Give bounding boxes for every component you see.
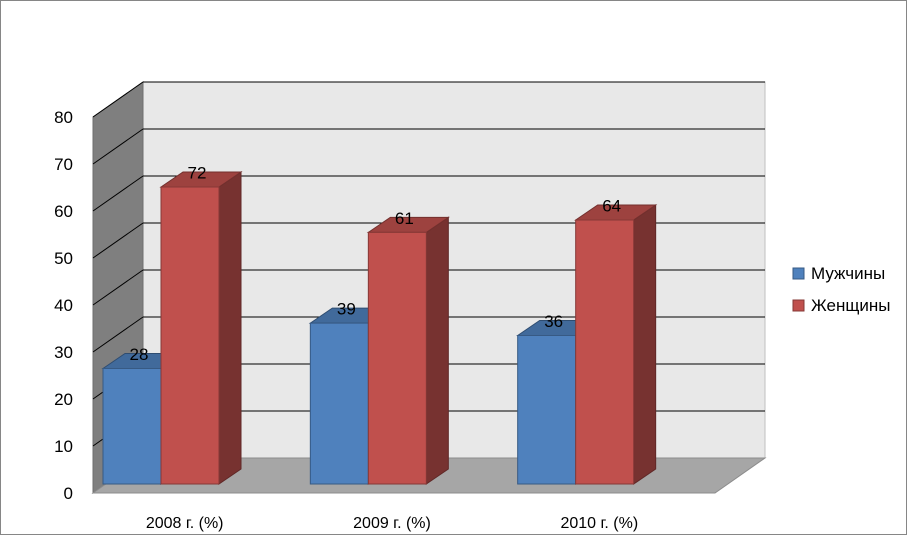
- bar-side: [633, 204, 657, 485]
- data-label: 64: [602, 197, 621, 216]
- data-label: 36: [544, 312, 563, 331]
- y-tick-label: 10: [54, 437, 73, 456]
- gridline-side: [92, 128, 144, 165]
- y-tick-label: 20: [54, 390, 73, 409]
- legend-swatch: [792, 299, 805, 312]
- data-label: 39: [337, 300, 356, 319]
- y-tick-label: 0: [64, 484, 73, 503]
- gridline-side: [92, 175, 144, 212]
- gridline-side: [92, 316, 144, 353]
- gridline-side: [92, 222, 144, 259]
- legend-label: Женщины: [811, 296, 890, 315]
- y-tick-label: 40: [54, 296, 73, 315]
- x-axis-labels: 2008 г. (%) 2009 г. (%) 2010 г. (%): [146, 515, 638, 532]
- bar-side: [218, 171, 242, 485]
- x-tick-label: 2008 г. (%): [146, 515, 224, 532]
- bar: [517, 335, 577, 485]
- bars: [101, 171, 658, 485]
- data-label: 28: [130, 345, 149, 364]
- y-tick-label: 80: [54, 108, 73, 127]
- gridline-side: [92, 269, 144, 306]
- bar: [367, 231, 427, 485]
- x-tick-label: 2009 г. (%): [353, 515, 431, 532]
- y-tick-label: 50: [54, 249, 73, 268]
- bar-side: [425, 216, 449, 485]
- bar: [575, 219, 635, 485]
- x-tick-label: 2010 г. (%): [560, 515, 638, 532]
- bar: [160, 186, 220, 485]
- y-tick-label: 60: [54, 202, 73, 221]
- y-tick-label: 30: [54, 343, 73, 362]
- data-label: 61: [395, 209, 414, 228]
- bar: [102, 368, 162, 485]
- legend-label: Мужчины: [811, 264, 885, 283]
- legend-swatch: [792, 267, 805, 280]
- data-label: 72: [188, 164, 207, 183]
- gridline-side: [92, 81, 144, 118]
- data-labels: 28 72 39 61 36 64: [130, 164, 622, 365]
- legend: Мужчины Женщины: [792, 264, 890, 315]
- y-tick-label: 70: [54, 155, 73, 174]
- bar: [309, 322, 369, 485]
- y-axis-ticks: 0 10 20 30 40 50 60 70 80: [54, 108, 73, 503]
